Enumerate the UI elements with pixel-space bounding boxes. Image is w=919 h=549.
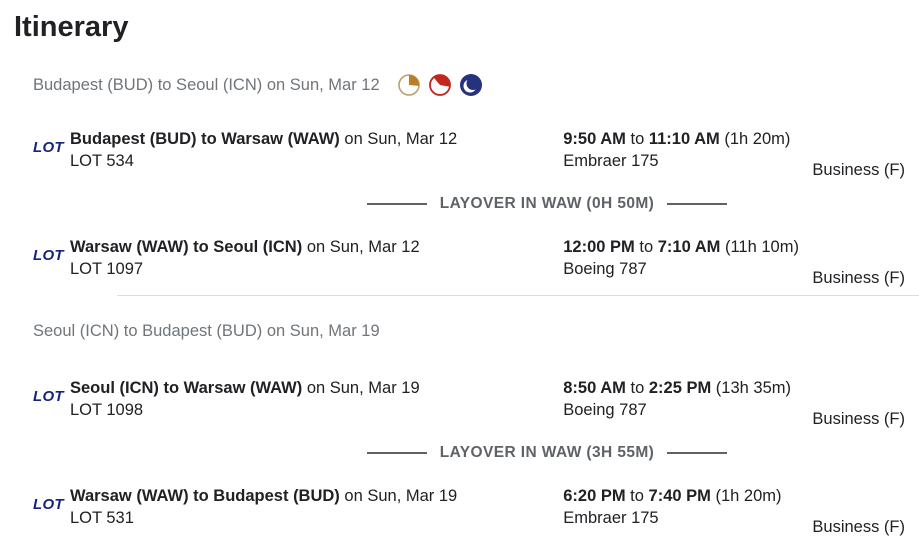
lot-airlines-logo: LOT (33, 388, 64, 405)
layover-left-line (366, 452, 427, 454)
page-title: Itinerary (14, 11, 129, 43)
group-header-label: Budapest (BUD) to Seoul (ICN) on Sun, Ma… (33, 75, 380, 94)
aircraft-type: Embraer 175 (563, 509, 659, 527)
layover-left-line (366, 203, 427, 205)
flight-number: LOT 1098 (70, 401, 144, 419)
flight-times: 9:50 AM to 11:10 AM (1h 20m) (563, 130, 791, 148)
lot-airlines-logo: LOT (33, 139, 64, 156)
group-header-label: Seoul (ICN) to Budapest (BUD) on Sun, Ma… (33, 321, 380, 340)
flight-times: 6:20 PM to 7:40 PM (1h 20m) (563, 487, 782, 505)
layover-label: LAYOVER IN WAW (0H 50M) (439, 195, 655, 212)
flight-times: 12:00 PM to 7:10 AM (11h 10m) (563, 238, 799, 256)
itinerary-group-header-outbound: Budapest (BUD) to Seoul (ICN) on Sun, Ma… (33, 72, 919, 98)
morning-pie-icon[interactable] (397, 73, 421, 97)
flight-number: LOT 1097 (70, 260, 144, 278)
layover-label: LAYOVER IN WAW (3H 55M) (439, 444, 655, 461)
section-divider (117, 295, 919, 296)
cabin-class: Business (F) (812, 161, 905, 179)
flight-row: LOT Warsaw (WAW) to Budapest (BUD) on Su… (33, 485, 919, 536)
overnight-moon-icon[interactable] (459, 73, 483, 97)
flight-route: Warsaw (WAW) to Seoul (ICN) on Sun, Mar … (70, 238, 420, 256)
flight-times: 8:50 AM to 2:25 PM (13h 35m) (563, 379, 791, 397)
flight-row: LOT Budapest (BUD) to Warsaw (WAW) on Su… (33, 128, 919, 179)
layover-right-line (667, 452, 728, 454)
cabin-class: Business (F) (812, 518, 905, 536)
flight-number: LOT 534 (70, 152, 134, 170)
flight-number: LOT 531 (70, 509, 134, 527)
cabin-class: Business (F) (812, 269, 905, 287)
layover-right-line (667, 203, 728, 205)
itinerary-group-header-return: Seoul (ICN) to Budapest (BUD) on Sun, Ma… (33, 318, 919, 344)
lot-airlines-logo: LOT (33, 496, 64, 513)
aircraft-type: Embraer 175 (563, 152, 659, 170)
flight-route: Seoul (ICN) to Warsaw (WAW) on Sun, Mar … (70, 379, 420, 397)
flight-route: Warsaw (WAW) to Budapest (BUD) on Sun, M… (70, 487, 458, 505)
aircraft-type: Boeing 787 (563, 260, 647, 278)
afternoon-pie-icon[interactable] (428, 73, 452, 97)
flight-route: Budapest (BUD) to Warsaw (WAW) on Sun, M… (70, 130, 458, 148)
flight-row: LOT Warsaw (WAW) to Seoul (ICN) on Sun, … (33, 236, 919, 287)
flight-row: LOT Seoul (ICN) to Warsaw (WAW) on Sun, … (33, 377, 919, 428)
layover-row: LAYOVER IN WAW (0H 50M) (70, 194, 919, 214)
cabin-class: Business (F) (812, 410, 905, 428)
layover-row: LAYOVER IN WAW (3H 55M) (70, 443, 919, 463)
lot-airlines-logo: LOT (33, 247, 64, 264)
aircraft-type: Boeing 787 (563, 401, 647, 419)
